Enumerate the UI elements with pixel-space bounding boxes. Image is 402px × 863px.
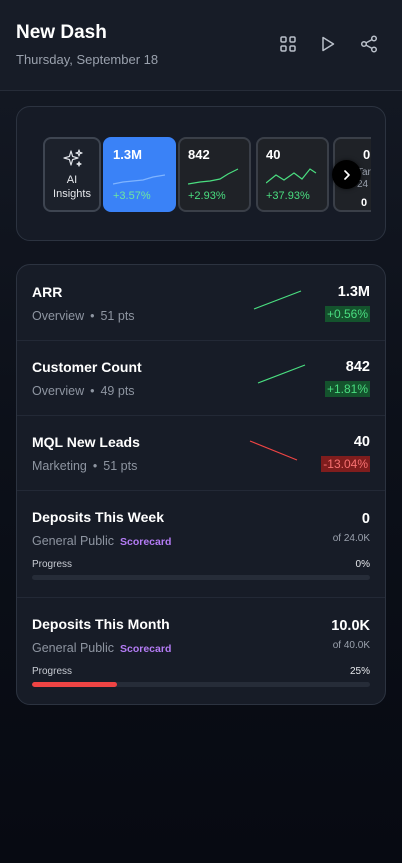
scorecard-subtitle: General Public Scorecard — [32, 534, 171, 548]
carousel-next-button[interactable] — [332, 160, 361, 189]
metric-tile-customers[interactable]: 842 +2.93% — [178, 137, 251, 212]
tile-sparkline — [113, 174, 165, 185]
metric-points: 49 pts — [100, 384, 135, 398]
page-date: Thursday, September 18 — [16, 52, 159, 67]
metric-name: MQL New Leads — [32, 434, 140, 450]
metric-tile-arr[interactable]: 1.3M +3.57% — [103, 137, 176, 212]
tile-label-line1: Tar — [357, 167, 371, 178]
scorecard-row-week[interactable]: Deposits This Week General Public Scoreca… — [17, 491, 385, 598]
scorecard-value: 10.0K — [331, 618, 370, 634]
tile-label-line2: 24 — [357, 179, 369, 190]
page-title: New Dash — [16, 22, 107, 43]
metric-subtitle: Overview • 51 pts — [32, 309, 135, 323]
tile-change: +3.57% — [113, 190, 151, 202]
progress-bar — [32, 575, 370, 580]
row-sparkline — [249, 440, 298, 461]
tile-label: Tar 24 — [357, 167, 371, 191]
metric-source: Marketing — [32, 459, 87, 473]
metric-value: 40 — [353, 434, 370, 450]
progress-label: Progress — [32, 559, 73, 570]
row-sparkline — [257, 364, 306, 384]
separator-dot: • — [90, 384, 95, 398]
scorecard-source: General Public — [32, 641, 114, 655]
scorecard-name: Deposits This Week — [32, 509, 165, 525]
metric-change: +0.56% — [324, 306, 370, 322]
row-sparkline — [253, 290, 302, 310]
chevron-right-icon — [343, 169, 350, 180]
metric-row-customers[interactable]: Customer Count Overview • 49 pts 842 +1.81… — [17, 341, 385, 416]
metric-points: 51 pts — [100, 309, 135, 323]
progress-percent: 0% — [355, 559, 370, 570]
tile-sparkline — [266, 168, 317, 184]
scorecard-source: General Public — [32, 534, 114, 548]
scorecard-target: of 24.0K — [332, 533, 370, 544]
grid-icon[interactable] — [277, 33, 299, 55]
play-icon[interactable] — [317, 33, 339, 55]
tile-value: 0 — [363, 147, 371, 162]
tile-change: +37.93% — [266, 190, 310, 202]
metric-tile-leads[interactable]: 40 +37.93% — [256, 137, 329, 212]
tile-change: +2.93% — [188, 190, 226, 202]
tile-bottom-value: 0 — [361, 197, 368, 209]
metric-change: -13.04% — [321, 456, 370, 472]
metric-subtitle: Marketing • 51 pts — [32, 459, 137, 473]
ai-insights-label: AI Insights — [45, 173, 99, 201]
tile-value: 842 — [188, 147, 210, 162]
carousel-track: AI Insights 1.3M +3.57% 842 +2.93% 40 +3… — [43, 137, 371, 212]
progress-bar — [32, 682, 370, 687]
progress-percent: 25% — [349, 666, 370, 677]
scorecard-subtitle: General Public Scorecard — [32, 641, 171, 655]
app-header: New Dash Thursday, September 18 — [0, 0, 402, 91]
metric-source: Overview — [32, 384, 85, 398]
share-icon[interactable] — [358, 33, 380, 55]
separator-dot: • — [92, 459, 98, 473]
metric-name: Customer Count — [32, 359, 142, 375]
sparkle-icon — [62, 149, 84, 174]
tile-value: 1.3M — [113, 147, 142, 162]
metric-points: 51 pts — [103, 459, 138, 473]
metric-row-leads[interactable]: MQL New Leads Marketing • 51 pts 40 -13.04… — [17, 416, 385, 491]
scorecard-tag: Scorecard — [120, 536, 172, 548]
separator-dot: • — [90, 309, 95, 323]
scorecard-tag: Scorecard — [120, 643, 172, 655]
progress-label: Progress — [32, 666, 73, 677]
tile-value: 40 — [266, 147, 281, 162]
metric-value: 842 — [345, 359, 370, 375]
metric-carousel: AI Insights 1.3M +3.57% 842 +2.93% 40 +3… — [16, 106, 386, 241]
progress-fill — [32, 682, 117, 687]
scorecard-row-month[interactable]: Deposits This Month General Public Scorec… — [17, 598, 385, 704]
ai-insights-tile[interactable]: AI Insights — [43, 137, 101, 212]
scorecard-name: Deposits This Month — [32, 616, 170, 632]
metric-value: 1.3M — [337, 284, 370, 300]
ai-label-line2: Insights — [53, 188, 91, 200]
metric-source: Overview — [32, 309, 85, 323]
metric-list: ARR Overview • 51 pts 1.3M +0.56% Customer… — [16, 264, 386, 705]
scorecard-value: 0 — [361, 511, 370, 527]
metric-name: ARR — [32, 284, 63, 300]
metric-change: +1.81% — [324, 381, 370, 397]
ai-label-line1: AI — [66, 174, 78, 186]
scorecard-target: of 40.0K — [332, 640, 370, 651]
metric-subtitle: Overview • 49 pts — [32, 384, 135, 398]
tile-sparkline — [188, 168, 239, 185]
metric-row-arr[interactable]: ARR Overview • 51 pts 1.3M +0.56% — [17, 265, 385, 341]
